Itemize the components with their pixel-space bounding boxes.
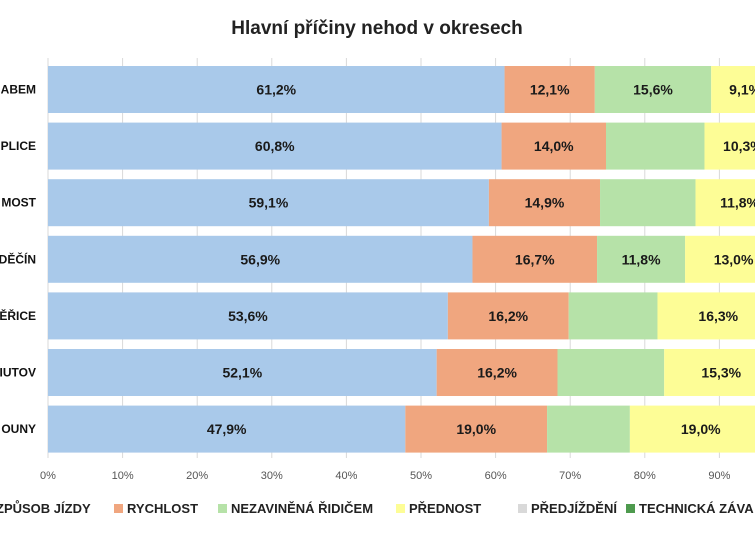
legend-label: ZPŮSOB JÍZDY bbox=[0, 500, 91, 516]
legend-swatch bbox=[218, 504, 227, 513]
x-tick-label: 60% bbox=[485, 470, 507, 482]
category-label: IUTOV bbox=[0, 366, 36, 380]
data-label: 9,1% bbox=[729, 82, 755, 98]
bar-segment bbox=[48, 349, 437, 396]
bars bbox=[48, 66, 755, 453]
data-label: 15,6% bbox=[633, 82, 673, 98]
bar-segment bbox=[664, 349, 755, 396]
data-label: 15,3% bbox=[701, 365, 741, 381]
data-label: 61,2% bbox=[256, 82, 296, 98]
data-label: 14,9% bbox=[525, 195, 565, 211]
x-tick-label: 80% bbox=[634, 470, 656, 482]
data-labels: 61,2% 12,1% 15,6% 9,1% 60,8% 14,0% 10,3% 59,1% 1… bbox=[207, 82, 755, 438]
bar-segment bbox=[704, 122, 755, 170]
data-label: 14,0% bbox=[534, 138, 574, 154]
legend-swatch bbox=[518, 504, 527, 513]
data-label: 10,3% bbox=[723, 138, 755, 154]
legend-swatch bbox=[626, 504, 635, 513]
bar-segment bbox=[48, 292, 448, 340]
bar-segment bbox=[685, 235, 755, 283]
x-tick-label: 70% bbox=[559, 470, 581, 482]
bar-segment bbox=[48, 405, 406, 453]
bar-segment bbox=[568, 292, 658, 340]
data-label: 47,9% bbox=[207, 421, 247, 437]
bar-segment bbox=[48, 122, 502, 170]
data-label: 60,8% bbox=[255, 138, 295, 154]
x-tick-label: 40% bbox=[335, 470, 357, 482]
category-label: OUNY bbox=[1, 422, 36, 436]
bar-segment bbox=[48, 66, 505, 113]
bar-segment bbox=[547, 405, 630, 453]
bar-segment bbox=[501, 122, 607, 170]
category-label: ĚŘICE bbox=[0, 308, 36, 323]
bar-segment bbox=[504, 66, 595, 113]
data-label: 16,2% bbox=[477, 365, 517, 381]
data-label: 16,2% bbox=[488, 308, 528, 324]
bar-segment bbox=[557, 349, 665, 396]
category-label: DĚČÍN bbox=[0, 251, 36, 266]
bar-segment bbox=[711, 66, 755, 113]
x-tick-label: 30% bbox=[261, 470, 283, 482]
bar-segment bbox=[606, 122, 705, 170]
legend-label: PŘEDNOST bbox=[409, 501, 481, 516]
x-axis-ticks: 0% 10% 20% 30% 40% 50% 60% 70% 80% 90% bbox=[40, 470, 731, 482]
bar-segment bbox=[488, 179, 601, 227]
x-tick-label: 20% bbox=[186, 470, 208, 482]
x-tick-label: 90% bbox=[708, 470, 730, 482]
data-label: 11,8% bbox=[720, 195, 755, 211]
bar-segment bbox=[600, 179, 696, 227]
bar-segment bbox=[436, 349, 558, 396]
bar-segment bbox=[48, 179, 489, 227]
legend-label: NEZAVINĚNÁ ŘIDIČEM bbox=[231, 501, 373, 516]
data-label: 16,3% bbox=[698, 308, 738, 324]
category-label: MOST bbox=[1, 196, 36, 210]
bar-segment bbox=[594, 66, 712, 113]
category-labels: ABEM PLICE MOST DĚČÍN ĚŘICE IUTOV OUNY bbox=[0, 83, 37, 437]
legend-swatch bbox=[396, 504, 405, 513]
bar-segment bbox=[629, 405, 755, 453]
legend-label: PŘEDJÍŽDĚNÍ bbox=[531, 501, 617, 516]
bar-segment bbox=[447, 292, 569, 340]
data-label: 13,0% bbox=[714, 251, 754, 267]
x-tick-label: 0% bbox=[40, 470, 56, 482]
x-tick-label: 50% bbox=[410, 470, 432, 482]
legend-swatch bbox=[114, 504, 123, 513]
legend-label: TECHNICKÁ ZÁVA bbox=[639, 501, 754, 516]
category-label: ABEM bbox=[1, 83, 36, 97]
bar-segment bbox=[695, 179, 755, 227]
bar-segment bbox=[472, 235, 598, 283]
bar-segment bbox=[48, 235, 473, 283]
bar-segment bbox=[597, 235, 686, 283]
bar-segment bbox=[657, 292, 755, 340]
data-label: 56,9% bbox=[240, 251, 280, 267]
chart-title: Hlavní příčiny nehod v okresech bbox=[231, 18, 522, 39]
data-label: 12,1% bbox=[530, 82, 570, 98]
data-label: 16,7% bbox=[515, 251, 555, 267]
bar-segment bbox=[405, 405, 548, 453]
data-label: 11,8% bbox=[622, 251, 661, 267]
category-label: PLICE bbox=[1, 139, 36, 153]
data-label: 59,1% bbox=[249, 195, 289, 211]
legend-label: RYCHLOST bbox=[127, 501, 198, 516]
data-label: 53,6% bbox=[228, 308, 268, 324]
legend: ZPŮSOB JÍZDY RYCHLOST NEZAVINĚNÁ ŘIDIČEM PŘ… bbox=[0, 500, 754, 516]
data-label: 19,0% bbox=[681, 421, 721, 437]
x-tick-label: 10% bbox=[112, 470, 134, 482]
data-label: 52,1% bbox=[222, 365, 262, 381]
data-label: 19,0% bbox=[456, 421, 496, 437]
